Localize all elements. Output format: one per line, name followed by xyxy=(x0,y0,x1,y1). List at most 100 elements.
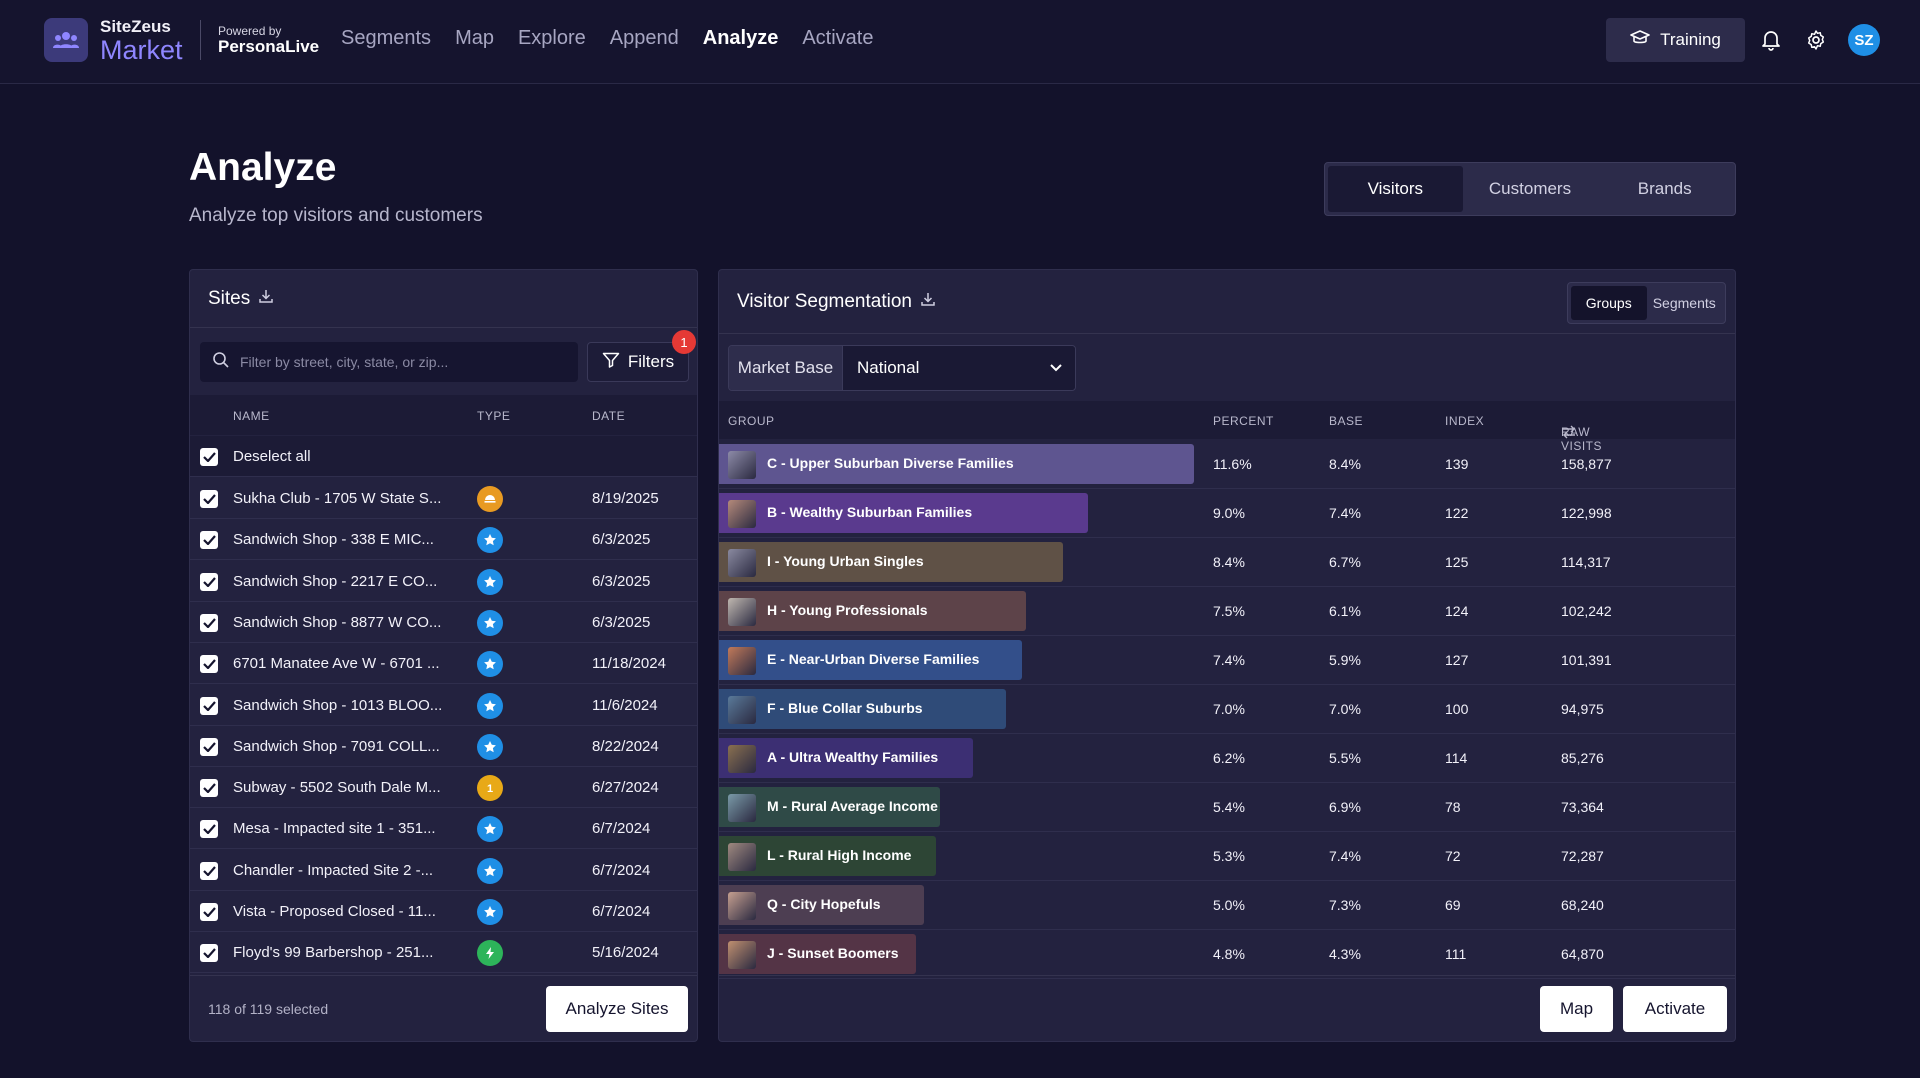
site-row[interactable]: Vista - Proposed Closed - 11... 6/7/2024 xyxy=(190,891,697,932)
nav-link-append[interactable]: Append xyxy=(609,27,679,49)
site-row[interactable]: Sukha Club - 1705 W State S... 8/19/2025 xyxy=(190,478,697,519)
site-name: Vista - Proposed Closed - 11... xyxy=(233,903,436,920)
group-thumbnail xyxy=(728,500,756,528)
nav-link-map[interactable]: Map xyxy=(455,27,494,49)
training-button[interactable]: Training xyxy=(1606,18,1745,62)
site-date: 6/27/2024 xyxy=(592,779,659,797)
col-name[interactable]: NAME xyxy=(233,409,270,423)
group-thumbnail xyxy=(728,794,756,822)
site-checkbox[interactable] xyxy=(200,861,218,880)
site-row[interactable]: Sandwich Shop - 7091 COLL... 8/22/2024 xyxy=(190,726,697,767)
site-row[interactable]: Mesa - Impacted site 1 - 351... 6/7/2024 xyxy=(190,808,697,850)
group-row[interactable]: C - Upper Suburban Diverse Families 11.6%… xyxy=(719,440,1735,489)
star-type-icon xyxy=(477,857,503,884)
sort-icon[interactable] xyxy=(1561,425,1577,442)
market-base-select[interactable]: Market Base National xyxy=(728,345,1076,391)
site-row[interactable]: Sandwich Shop - 1013 BLOO... 11/6/2024 xyxy=(190,685,697,726)
site-name: Chandler - Impacted Site 2 -... xyxy=(233,861,434,879)
group-row[interactable]: L - Rural High Income 5.3% 7.4% 72 72,287 xyxy=(719,832,1735,881)
group-index: 122 xyxy=(1445,505,1469,521)
group-raw-visits: 64,870 xyxy=(1561,946,1604,962)
download-icon[interactable] xyxy=(258,288,274,310)
group-row[interactable]: M - Rural Average Income 5.4% 6.9% 78 73,364 xyxy=(719,783,1735,832)
nav-link-explore[interactable]: Explore xyxy=(517,27,586,49)
group-name: C - Upper Suburban Diverse Families xyxy=(767,455,1014,471)
group-base: 4.3% xyxy=(1329,946,1361,962)
filters-button[interactable]: Filters xyxy=(587,342,689,382)
site-date: 6/7/2024 xyxy=(592,820,651,838)
deselect-all-row[interactable]: Deselect all xyxy=(190,436,697,477)
download-icon[interactable] xyxy=(920,291,936,313)
deselect-all-checkbox[interactable] xyxy=(200,448,218,466)
group-base: 7.3% xyxy=(1329,897,1361,913)
site-checkbox[interactable] xyxy=(200,903,218,921)
activate-button[interactable]: Activate xyxy=(1623,986,1727,1032)
star-type-icon xyxy=(477,692,503,719)
group-row[interactable]: J - Sunset Boomers 4.8% 4.3% 111 64,870 xyxy=(719,930,1735,979)
col-base[interactable]: BASE xyxy=(1329,414,1364,428)
group-row[interactable]: I - Young Urban Singles 8.4% 6.7% 125 114,31… xyxy=(719,538,1735,587)
search-input[interactable] xyxy=(240,354,560,370)
col-date[interactable]: DATE xyxy=(592,409,626,423)
divider xyxy=(719,333,1735,334)
group-row[interactable]: F - Blue Collar Suburbs 7.0% 7.0% 100 94,975 xyxy=(719,685,1735,734)
toggle-segments[interactable]: Segments xyxy=(1652,295,1716,311)
site-row[interactable]: Subway - 5502 South Dale M... 1 6/27/2024 xyxy=(190,767,697,809)
site-row[interactable]: Sandwich Shop - 8877 W CO... 6/3/2025 xyxy=(190,602,697,643)
col-percent[interactable]: PERCENT xyxy=(1213,414,1274,428)
site-row[interactable]: 6701 Manatee Ave W - 6701 ... 11/18/2024 xyxy=(190,643,697,685)
site-checkbox[interactable] xyxy=(200,737,218,756)
group-row[interactable]: A - Ultra Wealthy Families 6.2% 5.5% 114 85,… xyxy=(719,734,1735,783)
site-name: Mesa - Impacted site 1 - 351... xyxy=(233,820,436,838)
group-base: 7.4% xyxy=(1329,848,1361,864)
site-search[interactable] xyxy=(200,342,578,382)
site-date: 5/16/2024 xyxy=(592,944,659,962)
site-row[interactable]: Chandler - Impacted Site 2 -... 6/7/2024 xyxy=(190,850,697,891)
site-checkbox[interactable] xyxy=(200,779,218,798)
group-base: 7.4% xyxy=(1329,505,1361,521)
group-percent: 8.4% xyxy=(1213,554,1245,570)
group-row[interactable]: H - Young Professionals 7.5% 6.1% 124 102,24… xyxy=(719,587,1735,636)
site-checkbox[interactable] xyxy=(200,572,218,591)
groups-table-header: GROUP PERCENT BASE INDEX RAW VISITS xyxy=(719,401,1735,453)
powered-by-label: Powered by xyxy=(218,24,282,38)
col-type[interactable]: TYPE xyxy=(477,409,511,423)
col-index[interactable]: INDEX xyxy=(1445,414,1485,428)
site-checkbox[interactable] xyxy=(200,490,218,508)
gear-icon[interactable] xyxy=(1804,28,1828,52)
nav-link-analyze[interactable]: Analyze xyxy=(702,27,779,49)
market-base-dropdown[interactable]: National xyxy=(843,346,1075,390)
map-button[interactable]: Map xyxy=(1540,986,1613,1032)
brand-top: SiteZeus xyxy=(100,17,171,36)
site-checkbox[interactable] xyxy=(200,820,218,839)
site-row[interactable]: Sandwich Shop - 338 E MIC... 6/3/2025 xyxy=(190,519,697,561)
site-date: 11/6/2024 xyxy=(592,696,658,714)
group-index: 78 xyxy=(1445,799,1461,815)
group-row[interactable]: B - Wealthy Suburban Families 9.0% 7.4% 122… xyxy=(719,489,1735,538)
group-thumbnail xyxy=(728,696,756,724)
group-row[interactable]: E - Near-Urban Diverse Families 7.4% 5.9% 1… xyxy=(719,636,1735,685)
nav-link-segments[interactable]: Segments xyxy=(341,27,432,49)
brand-bottom: Market xyxy=(100,35,183,65)
site-row[interactable]: Sandwich Shop - 2217 E CO... 6/3/2025 xyxy=(190,561,697,602)
group-raw-visits: 158,877 xyxy=(1561,456,1612,472)
site-checkbox[interactable] xyxy=(200,944,218,963)
avatar[interactable]: SZ xyxy=(1848,24,1880,56)
toggle-groups[interactable]: Groups xyxy=(1571,286,1647,320)
logo-icon[interactable] xyxy=(44,18,88,62)
page-title: Analyze xyxy=(189,146,337,189)
site-checkbox[interactable] xyxy=(200,696,218,715)
tab-visitors[interactable]: Visitors xyxy=(1328,166,1463,212)
chevron-down-icon xyxy=(1049,358,1063,378)
nav-link-activate[interactable]: Activate xyxy=(802,27,874,49)
site-row[interactable]: Floyd's 99 Barbershop - 251... 5/16/2024 xyxy=(190,932,697,974)
tab-brands[interactable]: Brands xyxy=(1637,179,1692,198)
analyze-sites-button[interactable]: Analyze Sites xyxy=(546,986,688,1032)
site-checkbox[interactable] xyxy=(200,613,218,632)
group-row[interactable]: Q - City Hopefuls 5.0% 7.3% 69 68,240 xyxy=(719,881,1735,930)
site-checkbox[interactable] xyxy=(200,531,218,550)
col-group[interactable]: GROUP xyxy=(728,414,775,428)
site-checkbox[interactable] xyxy=(200,655,218,674)
tab-customers[interactable]: Customers xyxy=(1488,179,1572,198)
bell-icon[interactable] xyxy=(1759,28,1783,52)
